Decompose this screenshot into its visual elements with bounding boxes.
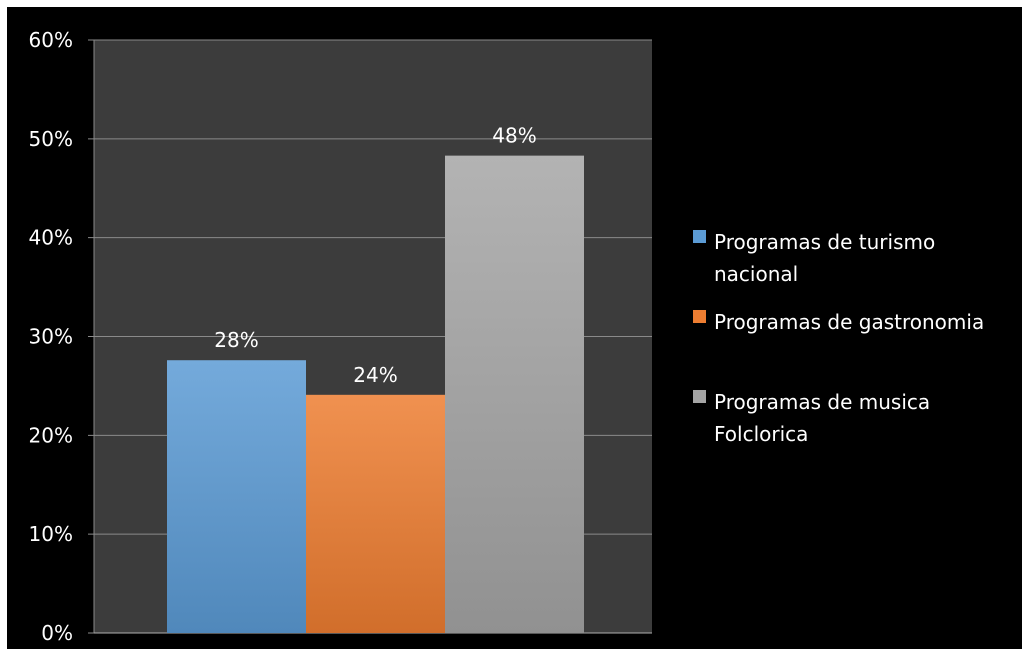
y-axis-ticks: 0% 10% 20% 30% 40% 50% 60% [29,28,73,645]
legend-entry-text: Programas de turismo [714,230,935,254]
bar-2 [306,394,445,633]
legend-swatch [693,230,706,243]
legend-swatch [693,310,706,323]
y-tick-label: 30% [29,325,73,349]
legend-swatch [693,390,706,403]
data-label: 24% [353,363,397,387]
data-labels: 28% 24% 48% [214,124,536,387]
legend-entry-text: nacional [714,262,798,286]
bar-1 [167,360,306,633]
bars [167,155,584,633]
legend-entry-text: Programas de gastronomia [714,310,984,334]
y-tick-label: 40% [29,226,73,250]
bar-3 [445,155,584,633]
y-tick-label: 0% [41,621,73,645]
y-tick-label: 50% [29,127,73,151]
legend: Programas de turismo nacional Programas de… [693,230,984,446]
legend-entry-text: Programas de musica [714,390,930,414]
y-tick-label: 20% [29,423,73,447]
data-label: 48% [492,124,536,148]
y-tick-label: 10% [29,522,73,546]
data-label: 28% [214,328,258,352]
legend-entry-text: Folclorica [714,422,808,446]
y-tick-label: 60% [29,28,73,52]
